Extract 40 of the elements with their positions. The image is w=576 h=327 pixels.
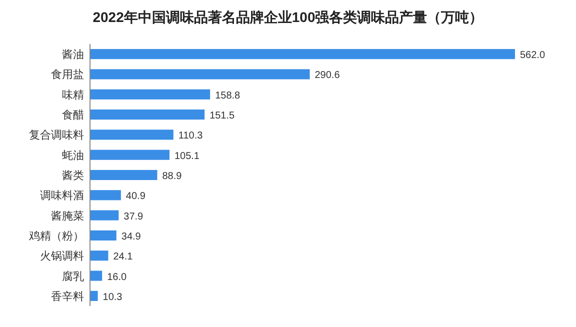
bar [90,150,170,160]
bar [90,110,205,120]
bar [90,270,102,281]
data-label: 158.8 [215,90,241,102]
y-tick-label: 复合调味料 [29,128,84,142]
y-tick-label: 蚝油 [62,148,84,162]
y-tick-label: 味精 [62,88,84,102]
data-label: 16.0 [107,272,127,283]
bar [90,89,210,100]
data-label: 110.3 [178,130,204,142]
data-label: 10.3 [102,292,123,303]
bar [90,49,515,60]
bar [90,190,121,200]
bar [90,250,108,261]
bar [90,230,116,240]
data-label: 562.0 [520,50,546,62]
y-tick-label: 食用盐 [51,68,84,82]
y-tick-label: 酱类 [62,169,84,182]
data-label: 37.9 [124,211,144,222]
y-tick-label: 食醋 [62,110,84,122]
y-tick-label: 火锅调料 [40,250,84,263]
y-tick-label: 鸡精（粉） [28,230,84,242]
bar [90,69,310,80]
y-tick-label: 腐乳 [62,270,84,283]
data-label: 290.6 [314,70,340,82]
data-label: 105.1 [174,150,200,162]
y-tick-label: 酱腌菜 [51,209,84,222]
data-label: 88.9 [162,171,182,182]
bar [90,130,174,140]
data-label: 34.9 [121,231,142,242]
bar [90,210,119,220]
y-tick-label: 调味料酒 [40,189,84,202]
bar [90,290,98,301]
data-label: 151.5 [210,110,236,122]
chart-title: 2022年中国调味品著名品牌企业100强各类调味品产量（万吨） [92,9,484,25]
y-tick-label: 酱油 [62,48,84,62]
bar [90,170,158,180]
y-tick-label: 香辛料 [51,290,84,303]
data-label: 40.9 [126,191,146,202]
data-label: 24.1 [113,252,134,263]
